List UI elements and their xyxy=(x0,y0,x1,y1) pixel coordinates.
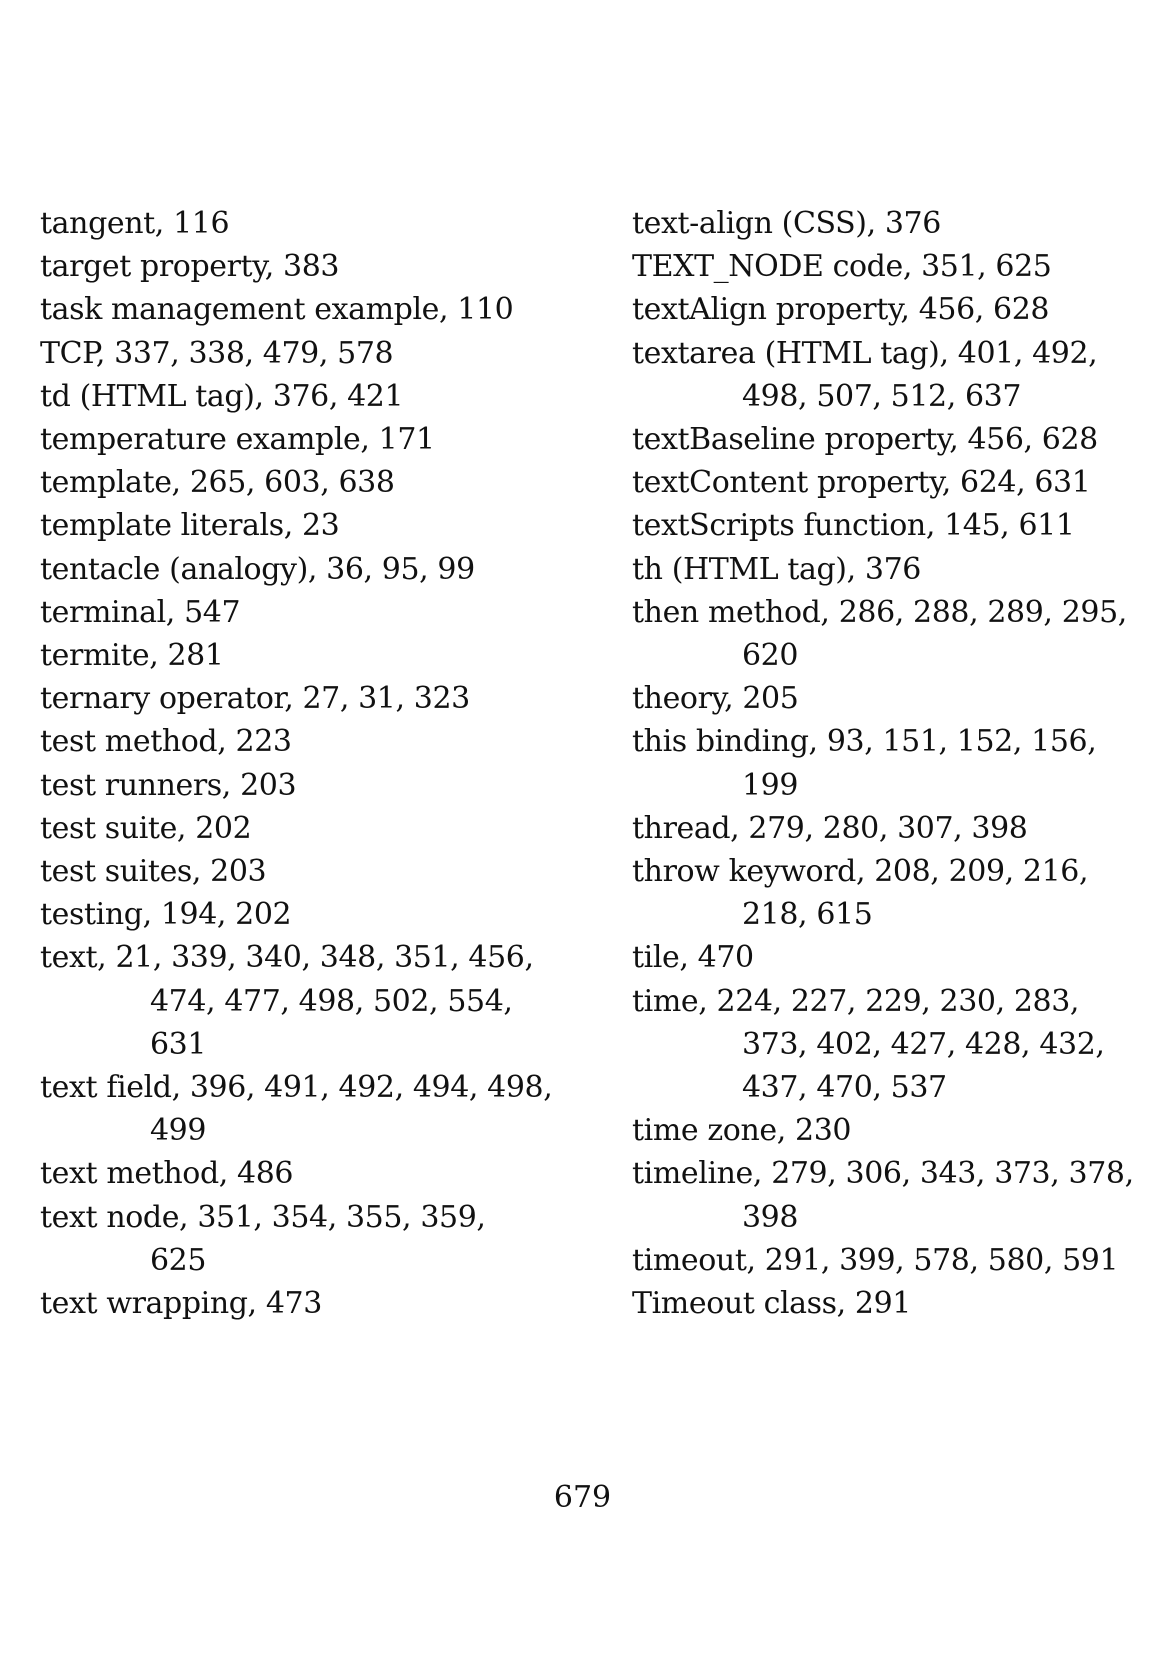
index-entry-term: target property, 383 xyxy=(40,249,340,285)
index-entry: TEXT_NODE code, 351, 625 xyxy=(632,245,1130,288)
index-entry-term: ternary operator, 27, 31, 323 xyxy=(40,681,470,717)
index-entry: throw keyword, 208, 209, 216, 218, 615 xyxy=(632,850,1130,936)
index-entry-term: tile, 470 xyxy=(632,940,754,976)
index-entry: test runners, 203 xyxy=(40,764,545,807)
index-entry-term: template, 265, 603, 638 xyxy=(40,465,395,501)
index-entry-continuation: 437, 470, 537 xyxy=(742,1070,947,1106)
index-entry: textarea (HTML tag), 401, 492, 498, 507, … xyxy=(632,332,1130,418)
page-number: 679 xyxy=(553,1480,612,1515)
index-entry: template literals, 23 xyxy=(40,504,545,547)
index-entry-term: timeout, 291, 399, 578, 580, 591 xyxy=(632,1242,1119,1278)
index-entry-continuation: 499 xyxy=(150,1113,207,1149)
index-entry-term: task management example, 110 xyxy=(40,292,514,328)
index-entry: timeline, 279, 306, 343, 373, 378, 398 xyxy=(632,1152,1134,1238)
index-entry: text node, 351, 354, 355, 359, 625 xyxy=(40,1196,545,1282)
index-entry-continuation: 398 xyxy=(742,1199,799,1235)
index-entry-term: thread, 279, 280, 307, 398 xyxy=(632,810,1028,846)
index-entry-continuation: 498, 507, 512, 637 xyxy=(742,378,1022,414)
index-entry-term: TEXT_NODE code, 351, 625 xyxy=(632,249,1052,285)
index-entry: text, 21, 339, 340, 348, 351, 456, 474, 4… xyxy=(40,936,545,1066)
index-entry: target property, 383 xyxy=(40,245,545,288)
index-entry-continuation: 373, 402, 427, 428, 432, xyxy=(742,1026,1105,1062)
index-entry-term: tentacle (analogy), 36, 95, 99 xyxy=(40,551,475,587)
index-entry: th (HTML tag), 376 xyxy=(632,548,1130,591)
index-entry: textContent property, 624, 631 xyxy=(632,461,1130,504)
index-entry-term: test method, 223 xyxy=(40,724,292,760)
index-entry: test suites, 203 xyxy=(40,850,545,893)
index-entry-term: th (HTML tag), 376 xyxy=(632,551,921,587)
index-entry: testing, 194, 202 xyxy=(40,893,545,936)
index-entry-term: text node, 351, 354, 355, 359, xyxy=(40,1199,486,1235)
index-entry: ternary operator, 27, 31, 323 xyxy=(40,677,545,720)
index-entry: textAlign property, 456, 628 xyxy=(632,288,1130,331)
index-entry-term: Timeout class, 291 xyxy=(632,1286,911,1322)
index-entry: text field, 396, 491, 492, 494, 498, 499 xyxy=(40,1066,553,1152)
index-column-left: tangent, 116 target property, 383 task man… xyxy=(40,202,553,1325)
index-entry-continuation: 474, 477, 498, 502, 554, xyxy=(150,983,513,1019)
index-entry: td (HTML tag), 376, 421 xyxy=(40,375,545,418)
index-entry-continuation: 620 xyxy=(742,638,799,674)
index-entry-term: time zone, 230 xyxy=(632,1113,852,1149)
index-entry-term: textAlign property, 456, 628 xyxy=(632,292,1050,328)
index-entry-term: theory, 205 xyxy=(632,681,799,717)
index-entry-term: test runners, 203 xyxy=(40,767,297,803)
index-entry: then method, 286, 288, 289, 295, 620 xyxy=(632,591,1130,677)
index-entry-term: template literals, 23 xyxy=(40,508,340,544)
index-entry-continuation: 199 xyxy=(742,767,799,803)
index-entry: theory, 205 xyxy=(632,677,1130,720)
index-entry-term: text, 21, 339, 340, 348, 351, 456, xyxy=(40,940,534,976)
index-entry-term: td (HTML tag), 376, 421 xyxy=(40,378,404,414)
index-entry-term: textScripts function, 145, 611 xyxy=(632,508,1075,544)
index-entry-term: textBaseline property, 456, 628 xyxy=(632,422,1098,458)
index-entry: task management example, 110 xyxy=(40,288,545,331)
index-entry-term: test suite, 202 xyxy=(40,810,252,846)
index-entry-term: tangent, 116 xyxy=(40,206,230,241)
index-entry: time, 224, 227, 229, 230, 283, 373, 402, … xyxy=(632,980,1130,1110)
index-entry-term: this binding, 93, 151, 152, 156, xyxy=(632,724,1097,760)
index-entry-term: text field, 396, 491, 492, 494, 498, xyxy=(40,1070,553,1106)
index-entry: thread, 279, 280, 307, 398 xyxy=(632,807,1130,850)
index-entry-term: text method, 486 xyxy=(40,1156,294,1192)
index-entry-term: textarea (HTML tag), 401, 492, xyxy=(632,335,1098,371)
index-entry-continuation: 631 xyxy=(150,1026,207,1062)
index-entry-term: throw keyword, 208, 209, 216, xyxy=(632,854,1089,890)
index-entry: tentacle (analogy), 36, 95, 99 xyxy=(40,548,545,591)
index-entry: text method, 486 xyxy=(40,1152,545,1195)
index-entry-term: TCP, 337, 338, 479, 578 xyxy=(40,335,394,371)
index-entry-term: time, 224, 227, 229, 230, 283, xyxy=(632,983,1080,1019)
index-entry-term: test suites, 203 xyxy=(40,854,267,890)
index-entry: temperature example, 171 xyxy=(40,418,545,461)
index-entry: Timeout class, 291 xyxy=(632,1282,1130,1325)
index-entry-term: timeline, 279, 306, 343, 373, 378, xyxy=(632,1156,1134,1192)
index-entry: TCP, 337, 338, 479, 578 xyxy=(40,332,545,375)
index-entry: time zone, 230 xyxy=(632,1109,1130,1152)
index-entry-term: terminal, 547 xyxy=(40,594,241,630)
index-entry: terminal, 547 xyxy=(40,591,545,634)
index-entry: textScripts function, 145, 611 xyxy=(632,504,1130,547)
index-entry-term: testing, 194, 202 xyxy=(40,897,292,933)
index-entry: text wrapping, 473 xyxy=(40,1282,545,1325)
index-entry: tile, 470 xyxy=(632,936,1130,979)
index-entry-continuation: 625 xyxy=(150,1242,207,1278)
index-entry: textBaseline property, 456, 628 xyxy=(632,418,1130,461)
index-entry-term: text wrapping, 473 xyxy=(40,1286,322,1322)
index-column-right: text-align (CSS), 376 TEXT_NODE code, 351… xyxy=(632,202,1134,1325)
index-entry: template, 265, 603, 638 xyxy=(40,461,545,504)
index-entry-continuation: 218, 615 xyxy=(742,897,873,933)
index-entry-term: textContent property, 624, 631 xyxy=(632,465,1091,501)
index-entry-term: text-align (CSS), 376 xyxy=(632,206,941,241)
index-entry: test suite, 202 xyxy=(40,807,545,850)
index-entry: text-align (CSS), 376 xyxy=(632,202,1130,245)
index-entry: test method, 223 xyxy=(40,720,545,763)
index-entry-term: then method, 286, 288, 289, 295, xyxy=(632,594,1127,630)
index-entry: this binding, 93, 151, 152, 156, 199 xyxy=(632,720,1130,806)
index-entry: timeout, 291, 399, 578, 580, 591 xyxy=(632,1239,1130,1282)
index-entry-term: temperature example, 171 xyxy=(40,422,435,458)
index-entry: tangent, 116 xyxy=(40,202,545,245)
index-entry: termite, 281 xyxy=(40,634,545,677)
index-entry-term: termite, 281 xyxy=(40,638,224,674)
